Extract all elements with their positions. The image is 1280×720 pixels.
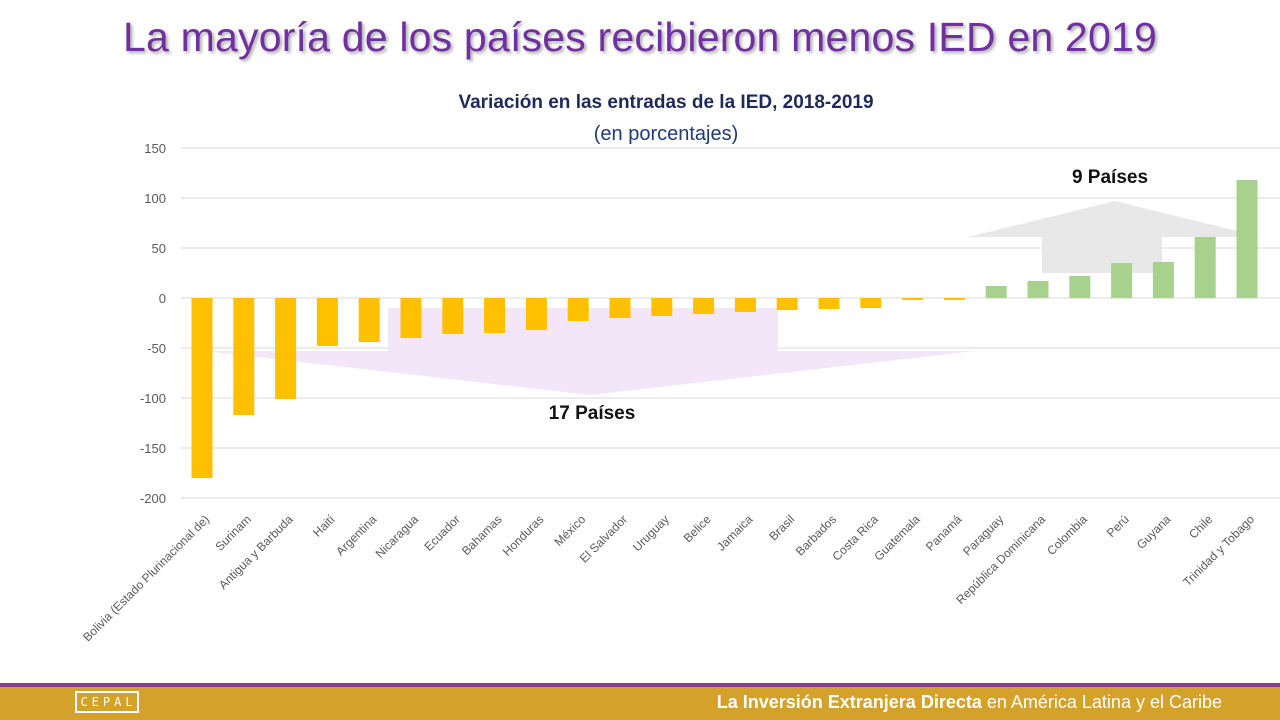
bar: [275, 298, 297, 399]
y-tick-label: -50: [147, 341, 166, 356]
bar: [1152, 262, 1174, 298]
y-tick-label: 150: [144, 141, 166, 156]
x-tick-label: Ecuador: [421, 512, 463, 554]
slide-title: La mayoría de los países recibieron meno…: [123, 14, 1157, 60]
x-tick-label: Colombia: [1044, 512, 1090, 558]
x-tick-label: Haití: [310, 512, 338, 540]
bar: [1027, 281, 1049, 298]
bar: [358, 298, 380, 342]
y-tick-label: -150: [140, 441, 166, 456]
x-tick-label: Brasil: [766, 512, 797, 543]
bar: [400, 298, 422, 338]
x-axis-labels: Bolivia (Estado Plurinacional de) Surinam…: [80, 512, 1257, 645]
y-tick-label: 0: [159, 291, 166, 306]
footer-caption-rest: en América Latina y el Caribe: [981, 692, 1222, 712]
bar: [609, 298, 631, 318]
bars: [191, 180, 1258, 478]
x-tick-label: Uruguay: [630, 512, 672, 554]
footer-bar: [0, 687, 1280, 720]
bar: [316, 298, 338, 346]
y-tick-label: 100: [144, 191, 166, 206]
bar: [693, 298, 715, 314]
y-tick-label: 50: [152, 241, 166, 256]
gridlines: [181, 147, 1280, 499]
bar: [233, 298, 255, 415]
bar: [776, 298, 798, 310]
bar: [1194, 237, 1216, 298]
x-tick-label: Guyana: [1134, 512, 1174, 552]
bar: [525, 298, 547, 330]
bar: [734, 298, 756, 312]
x-tick-label: Antigua y Barbuda: [216, 512, 296, 592]
footer-caption: La Inversión Extranjera Directa en Améri…: [717, 692, 1222, 713]
y-axis-ticks: 150 100 50 0 -50 -100 -150 -200: [140, 141, 166, 506]
bar: [902, 298, 924, 300]
x-tick-label: Honduras: [500, 512, 547, 559]
x-tick-label: Nicaragua: [373, 512, 422, 561]
x-tick-label: Bahamas: [459, 512, 505, 558]
bar: [567, 298, 589, 321]
x-tick-label: Perú: [1104, 512, 1132, 540]
bar: [484, 298, 506, 333]
x-tick-label: Trinidad y Tobago: [1180, 512, 1257, 589]
negative-count-label: 17 Países: [549, 403, 636, 424]
bar: [943, 298, 965, 300]
x-tick-label: México: [552, 512, 589, 549]
bar: [985, 286, 1007, 298]
positive-count-label: 9 Países: [1072, 167, 1148, 188]
bar: [1069, 276, 1091, 298]
x-tick-label: Jamaica: [714, 512, 756, 554]
chart-title: Variación en las entradas de la IED, 201…: [458, 92, 874, 113]
x-tick-label: Surinam: [212, 512, 253, 553]
bar: [191, 298, 213, 478]
bar: [1236, 180, 1258, 298]
chart-subtitle: (en porcentajes): [593, 123, 739, 145]
bar: [651, 298, 673, 316]
x-tick-label: Guatemala: [871, 512, 923, 564]
y-tick-label: -100: [140, 391, 166, 406]
up-trend-arrow: [968, 201, 1262, 273]
bar: [818, 298, 840, 309]
cepal-logo: CEPAL: [75, 691, 139, 713]
bar: [442, 298, 464, 334]
y-tick-label: -200: [140, 491, 166, 506]
x-tick-label: Chile: [1186, 512, 1215, 541]
bar: [1111, 263, 1133, 298]
footer-caption-bold: La Inversión Extranjera Directa: [716, 692, 982, 712]
footer-divider: [0, 683, 1280, 687]
bar: [860, 298, 882, 308]
x-tick-label: Bolivia (Estado Plurinacional de): [80, 512, 212, 644]
x-tick-label: Panamá: [923, 512, 965, 554]
chart-plot: 150 100 50 0 -50 -100 -150 -200 Bolivia (Estado…: [80, 141, 1280, 645]
down-trend-arrow: [205, 308, 975, 395]
x-tick-label: Belice: [681, 512, 714, 545]
